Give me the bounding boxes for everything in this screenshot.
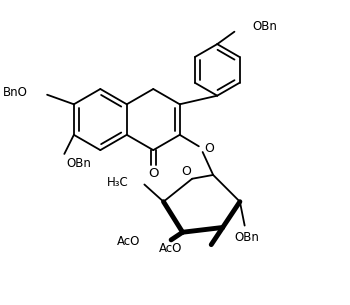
Text: O: O [181, 165, 191, 178]
Text: O: O [204, 142, 215, 155]
Text: AcO: AcO [159, 242, 183, 255]
Text: H₃C: H₃C [106, 176, 128, 189]
Text: OBn: OBn [253, 20, 278, 34]
Text: OBn: OBn [66, 157, 91, 170]
Text: BnO: BnO [3, 86, 28, 99]
Text: OBn: OBn [234, 231, 259, 243]
Text: AcO: AcO [117, 235, 141, 248]
Text: O: O [148, 167, 159, 180]
